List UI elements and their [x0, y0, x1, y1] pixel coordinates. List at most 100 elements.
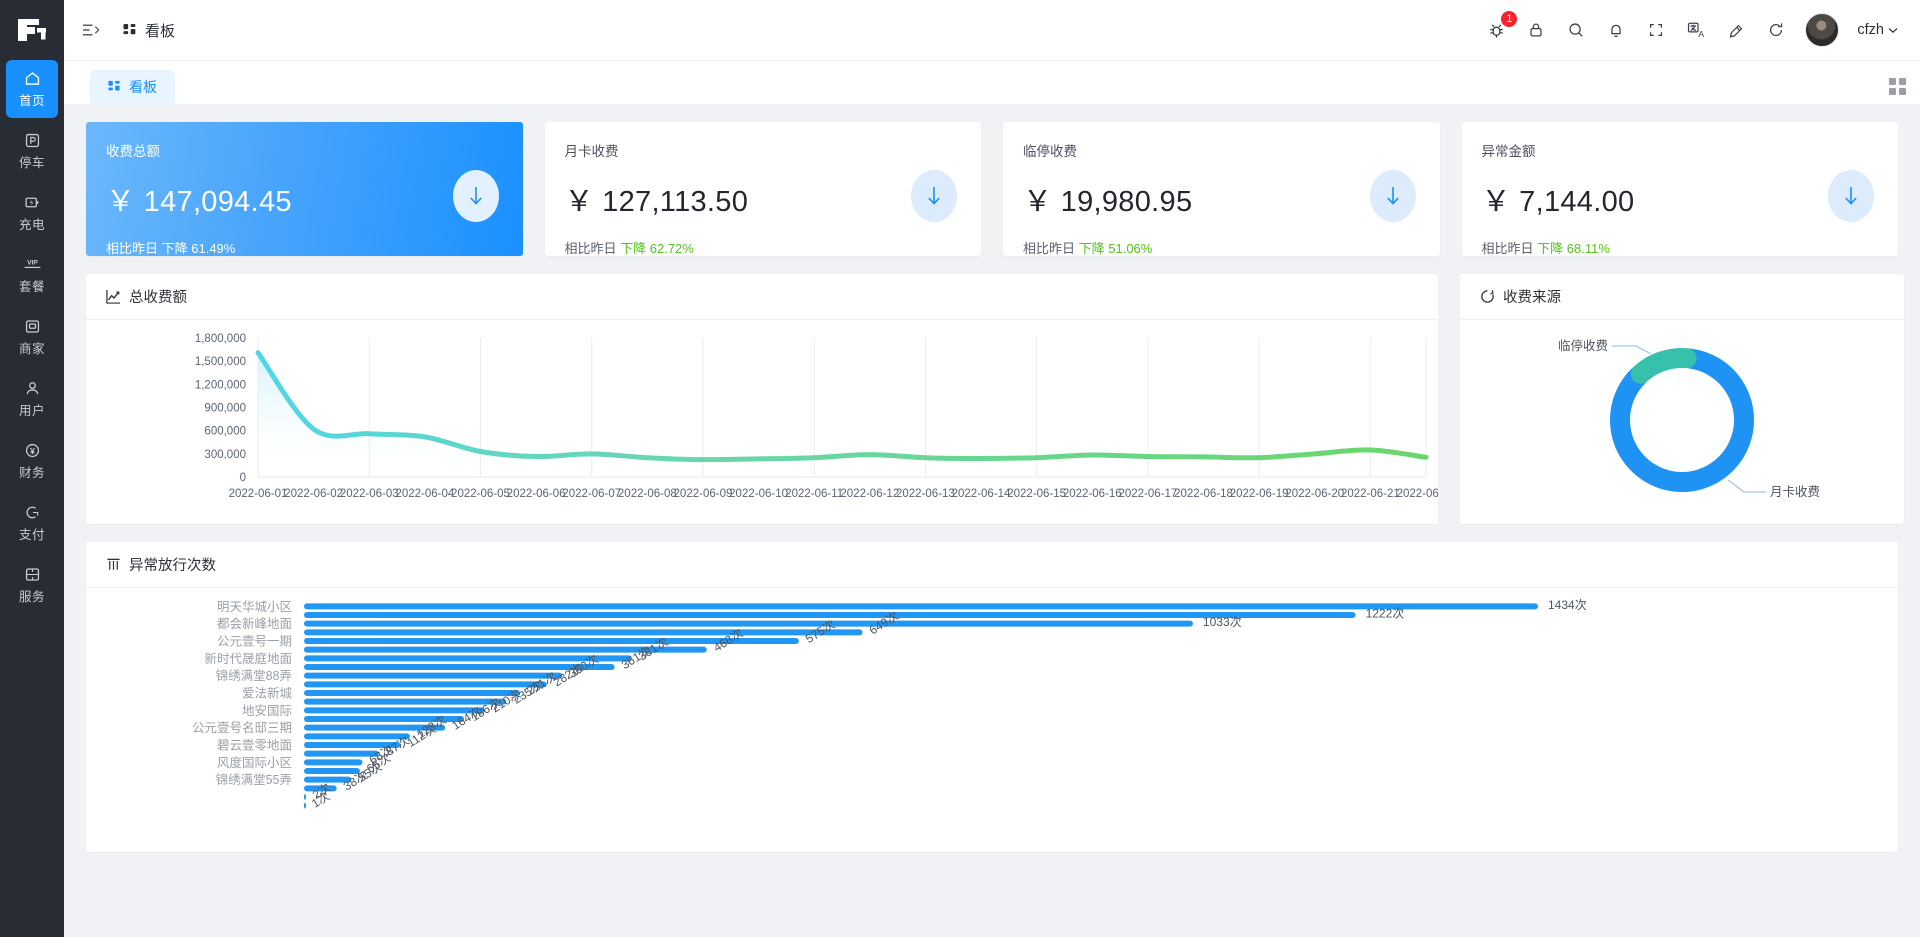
- chevron-down-icon: [1888, 27, 1898, 33]
- sidebar-item-label: 用户: [18, 403, 45, 418]
- lock-icon[interactable]: [1525, 19, 1547, 41]
- sidebar-item-parking[interactable]: 停车: [6, 122, 58, 180]
- svg-text:2022-06-18: 2022-06-18: [1174, 488, 1233, 500]
- breadcrumb[interactable]: 看板: [123, 20, 175, 41]
- app-logo[interactable]: [0, 0, 64, 60]
- stat-card-total-fee[interactable]: 收费总额 ￥ 147,094.45 相比昨日 下降 61.49%: [86, 122, 523, 256]
- donut-chart-body[interactable]: 月卡收费 临停收费: [1460, 320, 1904, 524]
- sidebar-item-package[interactable]: VIP 套餐: [6, 246, 58, 304]
- avatar[interactable]: [1805, 13, 1840, 47]
- stat-card-monthly-card[interactable]: 月卡收费 ￥ 127,113.50 相比昨日 下降 62.72%: [544, 122, 981, 256]
- sidebar-item-service[interactable]: 服务: [6, 556, 58, 614]
- tab-label: 看板: [129, 79, 157, 95]
- bar-segment: [304, 664, 615, 670]
- sidebar-item-label: 套餐: [18, 279, 45, 294]
- svg-text:2022-06-03: 2022-06-03: [340, 488, 399, 500]
- username-label: cfzh: [1857, 22, 1884, 38]
- parking-icon: [24, 132, 41, 149]
- menu-fold-icon[interactable]: [82, 22, 101, 38]
- sidebar-item-payment[interactable]: 支付: [6, 494, 58, 552]
- panel-header: 总收费额: [86, 274, 1438, 320]
- fullscreen-icon[interactable]: [1645, 19, 1667, 41]
- down-arrow-icon: [1369, 170, 1416, 222]
- svg-text:新时代晟庭地面: 新时代晟庭地面: [204, 651, 292, 666]
- svg-text:1,800,000: 1,800,000: [195, 333, 246, 345]
- trend-value: 下降 62.72%: [620, 241, 694, 256]
- panel-title: 总收费额: [129, 290, 187, 306]
- dashboard-icon: [123, 23, 138, 38]
- bar-segment: [304, 620, 1193, 627]
- breadcrumb-label: 看板: [145, 22, 176, 40]
- user-icon: [24, 380, 41, 397]
- stat-footer: 相比昨日 下降 61.49%: [106, 238, 503, 257]
- bar-segment: [304, 646, 707, 653]
- sidebar-item-label: 服务: [18, 589, 45, 604]
- theme-icon[interactable]: [1725, 19, 1747, 41]
- dashboard-icon: [108, 80, 122, 94]
- svg-text:2022-06-17: 2022-06-17: [1118, 488, 1177, 500]
- bar-chart-body[interactable]: 1434次 1222次 1033次 649次 575次 468次 381次 361次 300次 2…: [86, 588, 1898, 852]
- service-icon: [24, 566, 41, 583]
- top-header: 看板 1: [64, 0, 1920, 60]
- tab-dashboard[interactable]: 看板: [90, 70, 175, 104]
- panel-fee-source-donut: 收费来源 月卡收费 临停收费: [1460, 274, 1904, 524]
- notification-badge: 1: [1501, 11, 1518, 27]
- svg-text:碧云壹零地面: 碧云壹零地面: [217, 739, 292, 753]
- payment-icon: [24, 504, 41, 521]
- line-chart-icon: [106, 289, 121, 304]
- bar-segment: [304, 733, 410, 740]
- bug-icon[interactable]: 1: [1485, 11, 1518, 41]
- tab-bar: 看板: [64, 60, 1920, 104]
- sidebar-item-label: 商家: [18, 341, 45, 356]
- bar-segment: [304, 750, 379, 757]
- sidebar-item-home[interactable]: 首页: [6, 60, 58, 118]
- svg-text:900,000: 900,000: [204, 403, 246, 415]
- bar-chart-icon: [106, 557, 121, 572]
- sidebar-item-charging[interactable]: 充电: [6, 184, 58, 242]
- bar-segment: [304, 759, 363, 766]
- fee-source-donut-chart: 月卡收费 临停收费: [1558, 338, 1820, 499]
- header-left: 看板: [82, 20, 175, 41]
- svg-text:临停收费: 临停收费: [1558, 338, 1608, 353]
- sidebar-item-label: 首页: [18, 93, 45, 108]
- stat-title: 月卡收费: [564, 144, 619, 159]
- refresh-icon[interactable]: [1765, 19, 1787, 41]
- stat-value: ￥ 147,094.45: [106, 186, 292, 218]
- sidebar-item-merchant[interactable]: 商家: [6, 308, 58, 366]
- bar-segment: [304, 785, 337, 792]
- user-menu[interactable]: cfzh: [1857, 22, 1898, 38]
- svg-text:1,200,000: 1,200,000: [195, 379, 246, 391]
- svg-text:明天华城小区: 明天华城小区: [217, 599, 292, 614]
- trend-value: 下降 61.49%: [161, 241, 236, 256]
- svg-text:VIP: VIP: [27, 259, 38, 266]
- finance-icon: [24, 442, 41, 459]
- sidebar-item-label: 支付: [18, 527, 45, 542]
- bar-segment: [304, 698, 507, 705]
- sidebar-item-label: 财务: [18, 465, 45, 480]
- svg-text:2022-06-14: 2022-06-14: [952, 488, 1011, 500]
- stat-card-abnormal-amount[interactable]: 异常金额 ￥ 7,144.00 相比昨日 下降 68.11%: [1461, 122, 1898, 256]
- sidebar-item-finance[interactable]: 财务: [6, 432, 58, 490]
- svg-text:2022-06-13: 2022-06-13: [896, 488, 955, 500]
- panel-total-fee-line: 总收费额 0 300,000 600,000 900,000 1,200,000 1,50…: [86, 274, 1438, 524]
- line-chart-body[interactable]: 0 300,000 600,000 900,000 1,200,000 1,500,000…: [86, 320, 1438, 524]
- bar-segment: [304, 776, 352, 783]
- svg-text:2022-06-09: 2022-06-09: [674, 488, 733, 500]
- sidebar-item-user[interactable]: 用户: [6, 370, 58, 428]
- bar-segment: [304, 794, 306, 800]
- svg-text:2022-06-12: 2022-06-12: [840, 488, 899, 500]
- search-icon[interactable]: [1565, 19, 1587, 41]
- svg-text:2022-06-15: 2022-06-15: [1007, 488, 1066, 500]
- svg-text:2022-06-01: 2022-06-01: [229, 488, 288, 500]
- svg-text:2022-06-22: 2022-06-22: [1397, 488, 1438, 500]
- stat-card-temp-parking[interactable]: 临停收费 ￥ 19,980.95 相比昨日 下降 51.06%: [1003, 122, 1440, 256]
- panel-title: 异常放行次数: [129, 558, 216, 574]
- sidebar-item-label: 停车: [18, 155, 45, 170]
- stat-card-row: 收费总额 ￥ 147,094.45 相比昨日 下降 61.49% 月卡收费 ￥ …: [86, 122, 1898, 256]
- apps-grid-icon[interactable]: [1889, 78, 1906, 95]
- translate-icon[interactable]: A: [1685, 19, 1707, 41]
- bar-segment: [304, 672, 563, 679]
- stat-title: 异常金额: [1481, 144, 1536, 159]
- bell-icon[interactable]: [1605, 19, 1627, 41]
